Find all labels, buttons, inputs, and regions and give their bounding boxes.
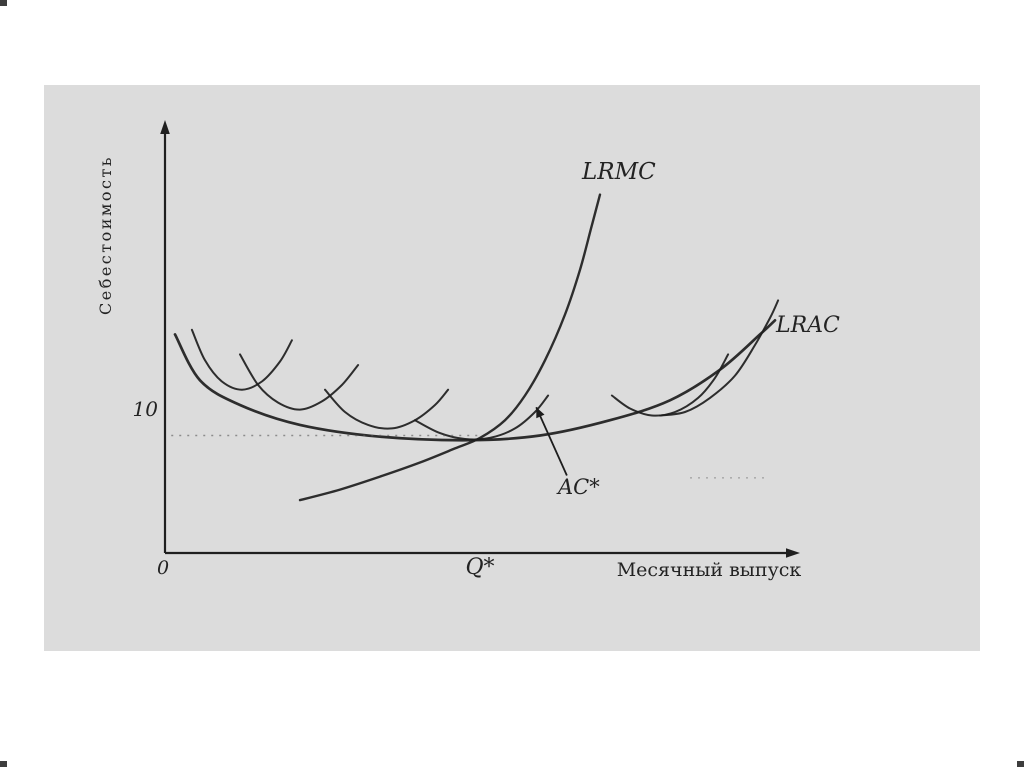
ac-star-arrowhead-icon: [536, 407, 545, 419]
x-tick-label-q-star: Q*: [465, 555, 495, 580]
cost-curves-chart: [160, 120, 800, 558]
y-axis-arrow-icon: [160, 120, 170, 134]
x-axis-label: Месячный выпуск: [616, 559, 802, 581]
curve-srac-2: [239, 353, 360, 411]
curve-label-lrmc: LRMC: [582, 159, 656, 185]
corner-mark-bottom-right: [1017, 761, 1024, 767]
origin-label: 0: [156, 557, 170, 579]
annotations: [171, 406, 765, 479]
curves: [173, 193, 780, 502]
curve-srac-1: [190, 328, 293, 391]
corner-mark-bottom-left: [0, 761, 7, 767]
curve-lrmc: [298, 193, 602, 502]
y-axis-label: Себестоимость: [96, 154, 115, 316]
axes: [160, 120, 800, 558]
scanned-chart-panel: Себестоимость 10 0 Q* Месячный выпуск LR…: [44, 85, 980, 651]
curve-srac-5: [610, 353, 730, 417]
curve-srac-6: [659, 299, 780, 417]
curve-srac-3: [324, 388, 450, 430]
corner-mark-top-left: [0, 0, 7, 6]
curve-label-lrac: LRAC: [776, 313, 840, 338]
curve-label-ac-star: AC*: [558, 475, 600, 499]
x-axis-arrow-icon: [786, 548, 800, 558]
y-tick-label-10: 10: [132, 397, 158, 421]
curve-srac-4: [414, 394, 550, 441]
ac-star-pointer-line: [535, 406, 568, 476]
